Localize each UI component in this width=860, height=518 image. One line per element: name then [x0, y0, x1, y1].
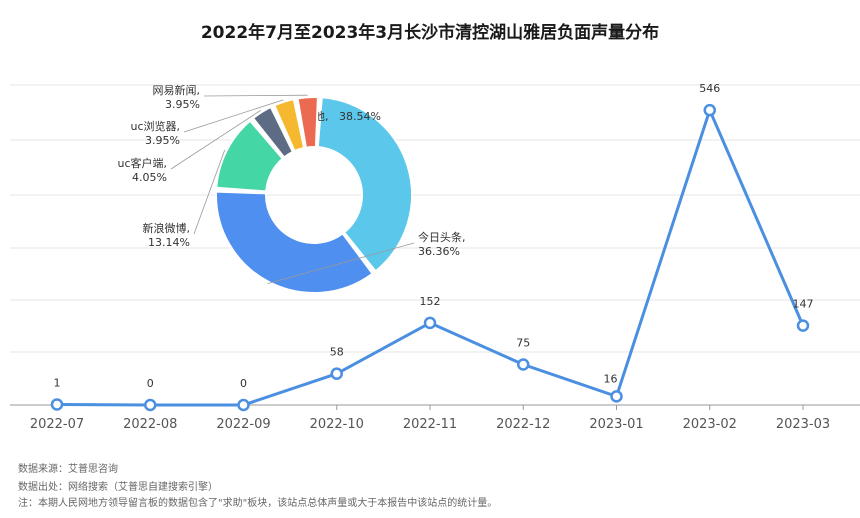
- x-tick-label: 2023-02: [683, 417, 737, 432]
- donut-slice: [296, 96, 319, 149]
- data-label: 0: [147, 377, 154, 390]
- data-label: 546: [699, 82, 720, 95]
- slice-percent: 3.95%: [145, 134, 180, 147]
- data-label: 58: [330, 346, 344, 359]
- leader-line: [193, 149, 226, 235]
- x-tick-label: 2022-12: [496, 417, 550, 432]
- slice-label: 新浪微博,: [143, 221, 191, 235]
- slice-percent: 4.05%: [132, 171, 167, 184]
- data-point: [796, 319, 810, 332]
- slice-percent: 38.54%: [339, 110, 381, 123]
- slice-label: 今日头条,: [418, 230, 466, 244]
- x-tick-label: 2022-11: [403, 417, 457, 432]
- leader-line: [183, 99, 284, 133]
- data-label: 152: [420, 295, 441, 308]
- x-tick-label: 2022-10: [310, 417, 364, 432]
- donut-slice: [215, 190, 374, 294]
- data-label: 147: [793, 298, 814, 311]
- data-point: [50, 398, 64, 411]
- line-chart: 1 0 0 58 152 75 16 546 147: [50, 82, 814, 412]
- slice-percent: 36.36%: [418, 245, 460, 258]
- slice-label: 网易新闻,: [153, 83, 201, 97]
- leader-line: [267, 242, 415, 284]
- leader-line: [203, 94, 308, 97]
- data-point: [423, 316, 437, 330]
- footer-note: 注：本期人民网地方领导留言板的数据包含了"求助"板块，该站点总体声量或大于本报告…: [18, 498, 498, 509]
- data-point: [703, 103, 716, 117]
- data-point: [144, 398, 157, 412]
- x-tick-label: 2023-01: [589, 417, 643, 432]
- x-tick-label: 2022-07: [30, 417, 84, 432]
- x-tick-label: 2022-09: [216, 417, 270, 432]
- data-label: 16: [604, 372, 618, 385]
- data-label: 0: [240, 377, 247, 390]
- donut-slice: [316, 96, 413, 273]
- data-point: [330, 367, 343, 380]
- x-tick-label: 2023-03: [776, 417, 830, 432]
- slice-percent: 13.14%: [148, 236, 190, 249]
- footer-source: 数据来源：艾普思咨询: [18, 464, 118, 475]
- data-point: [610, 390, 623, 403]
- chart-title: 2022年7月至2023年3月长沙市清控湖山雅居负面声量分布: [200, 23, 660, 43]
- donut-slice: [215, 119, 285, 193]
- donut-slice: [273, 97, 306, 153]
- footer-origin: 数据出处：网络搜索（艾普思自建搜索引擎）: [18, 482, 218, 493]
- data-point: [517, 358, 530, 371]
- slice-percent: 3.95%: [165, 98, 200, 111]
- data-label: 75: [516, 337, 530, 350]
- leader-line: [170, 110, 261, 170]
- donut-chart: 其他,38.54%今日头条,36.36%新浪微博,13.14%uc客户端,4.0…: [117, 83, 466, 294]
- x-tick-label: 2022-08: [123, 417, 177, 432]
- data-point: [237, 398, 250, 412]
- slice-label: uc浏览器,: [130, 119, 180, 133]
- slice-label: uc客户端,: [117, 156, 167, 170]
- grid-layer: 2022-07 2022-08 2022-09 2022-10 2022-11 2022-…: [10, 84, 860, 432]
- data-label: 1: [54, 376, 61, 389]
- donut-slice: [251, 105, 295, 159]
